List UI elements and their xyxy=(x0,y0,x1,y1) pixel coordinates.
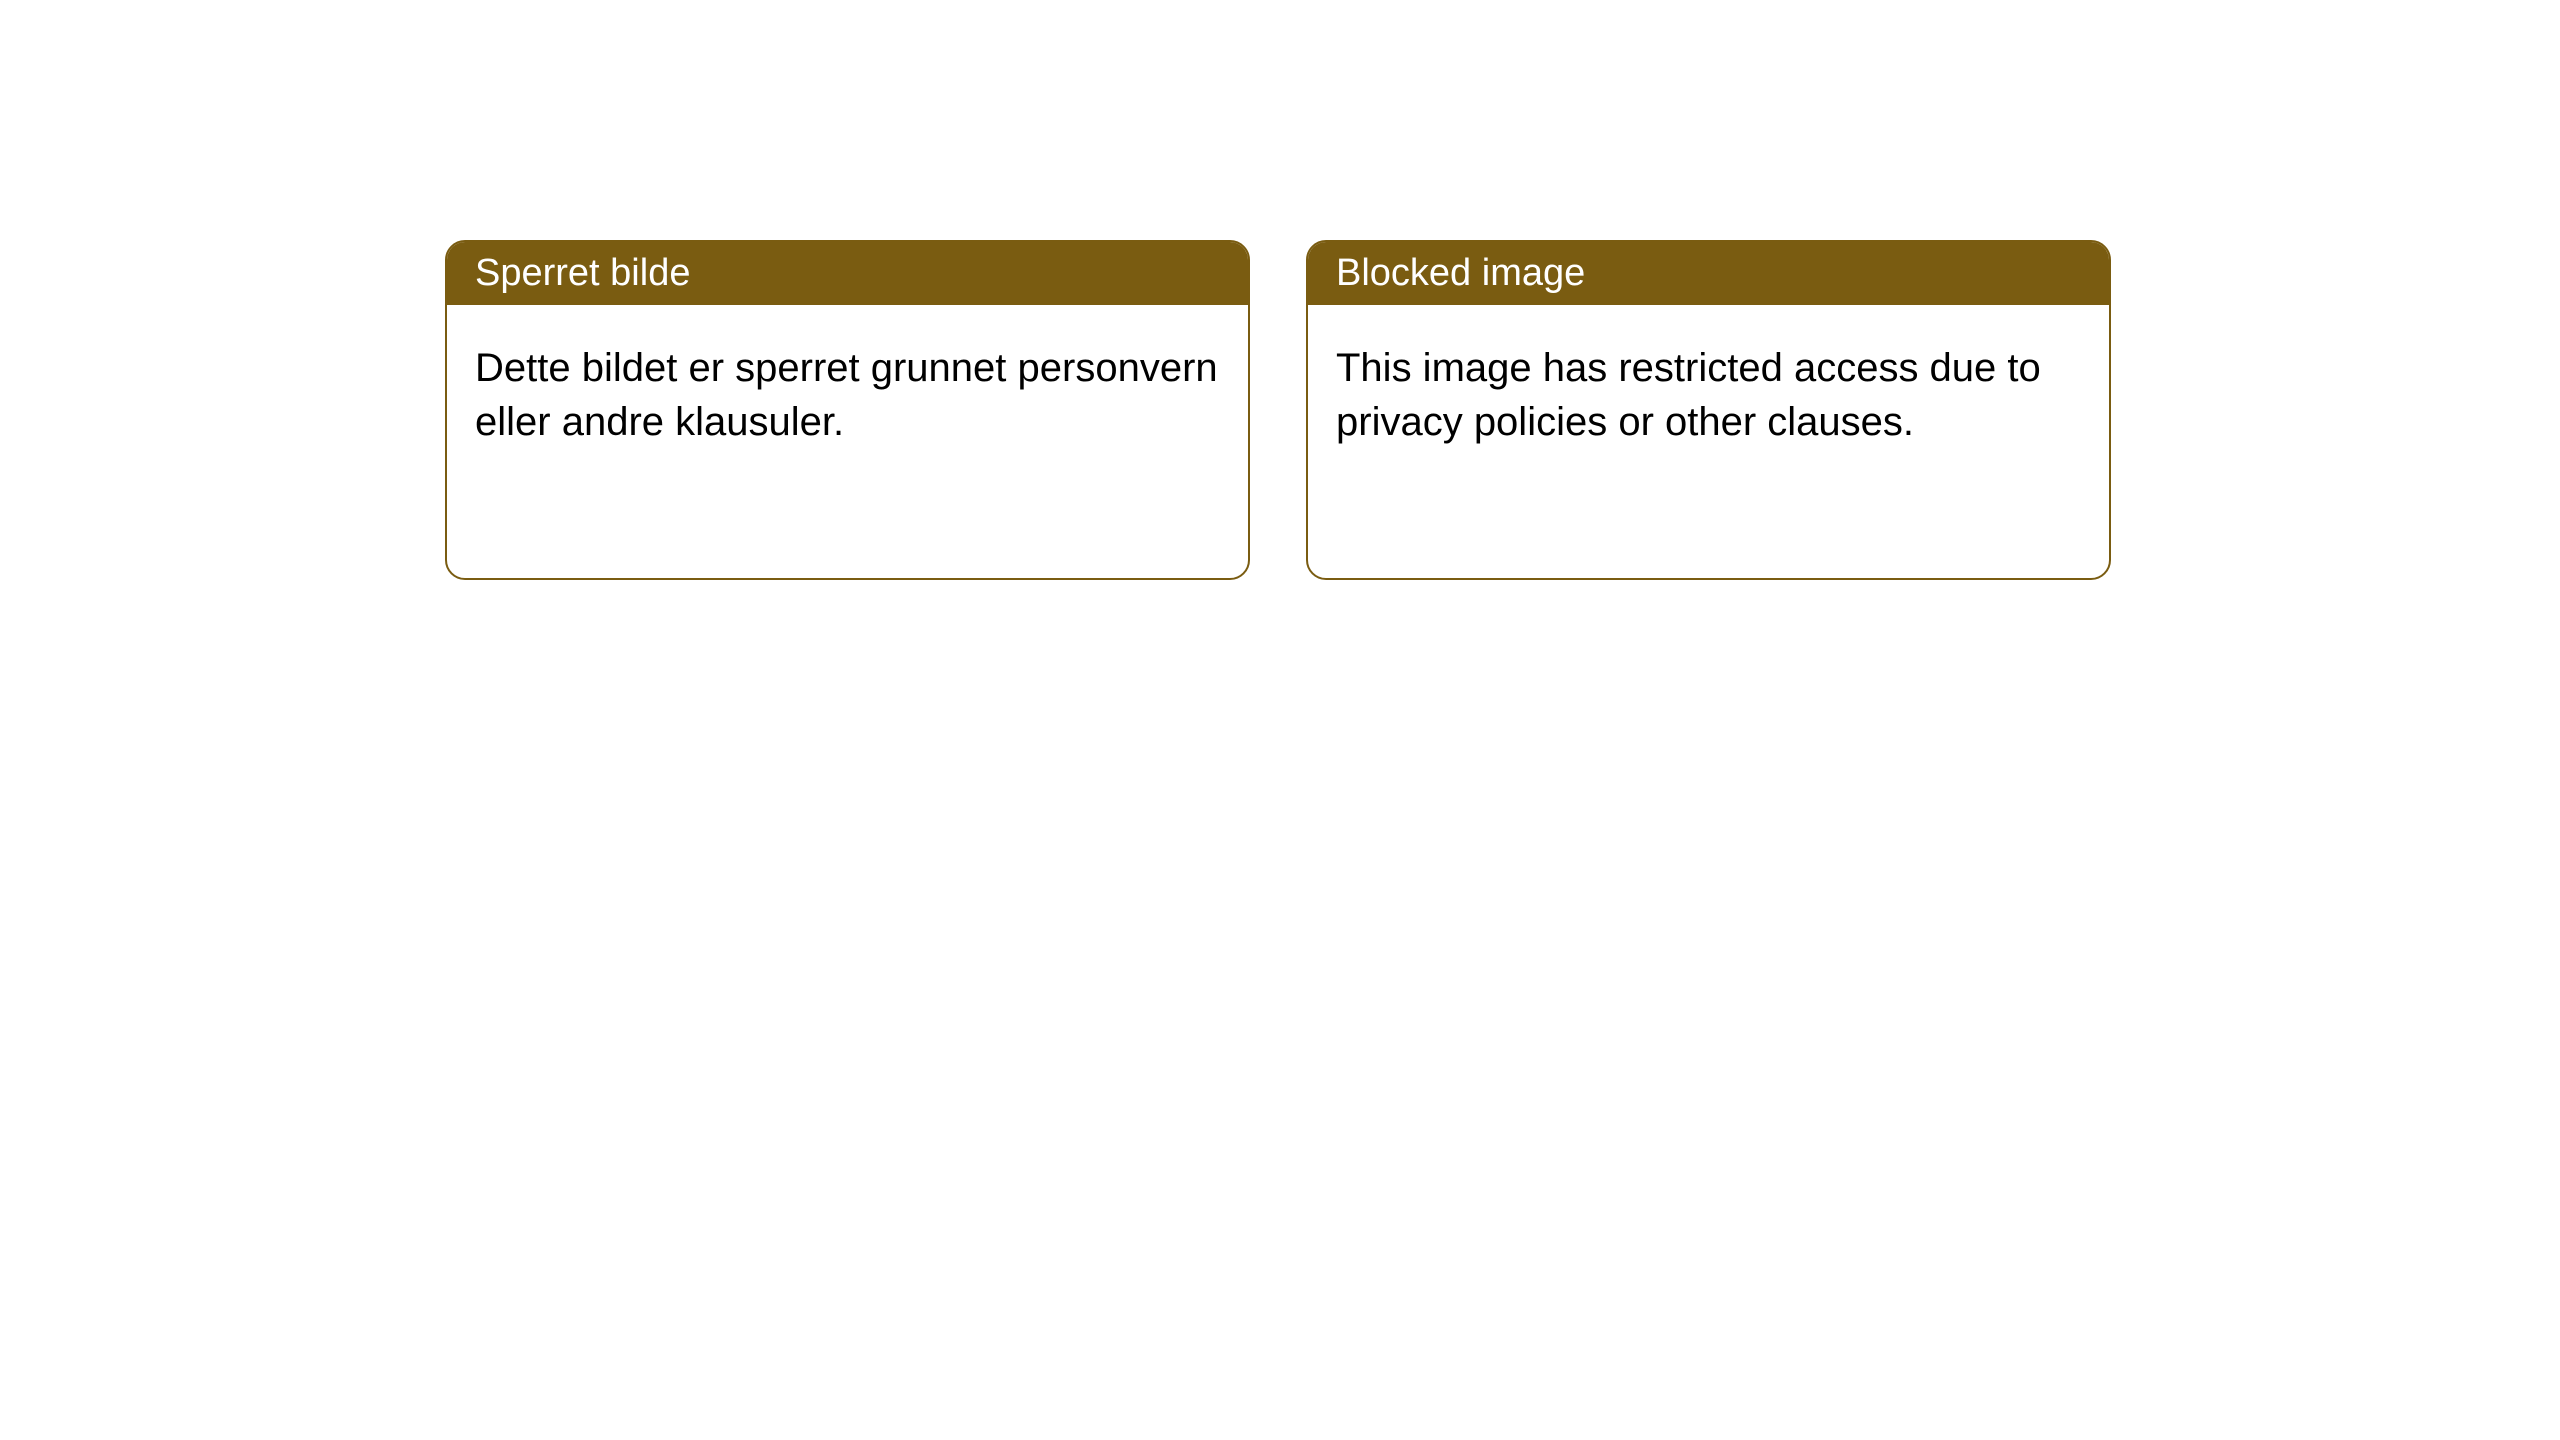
notice-title: Blocked image xyxy=(1336,252,1585,294)
notice-card-norwegian: Sperret bilde Dette bildet er sperret gr… xyxy=(445,240,1250,580)
notice-body-text: Dette bildet er sperret grunnet personve… xyxy=(475,346,1218,444)
notice-card-header: Blocked image xyxy=(1308,242,2109,305)
notice-card-header: Sperret bilde xyxy=(447,242,1248,305)
notice-card-body: This image has restricted access due to … xyxy=(1308,305,2109,485)
notice-body-text: This image has restricted access due to … xyxy=(1336,346,2041,444)
notice-card-english: Blocked image This image has restricted … xyxy=(1306,240,2111,580)
notice-container: Sperret bilde Dette bildet er sperret gr… xyxy=(445,240,2111,580)
notice-title: Sperret bilde xyxy=(475,252,690,294)
notice-card-body: Dette bildet er sperret grunnet personve… xyxy=(447,305,1248,485)
